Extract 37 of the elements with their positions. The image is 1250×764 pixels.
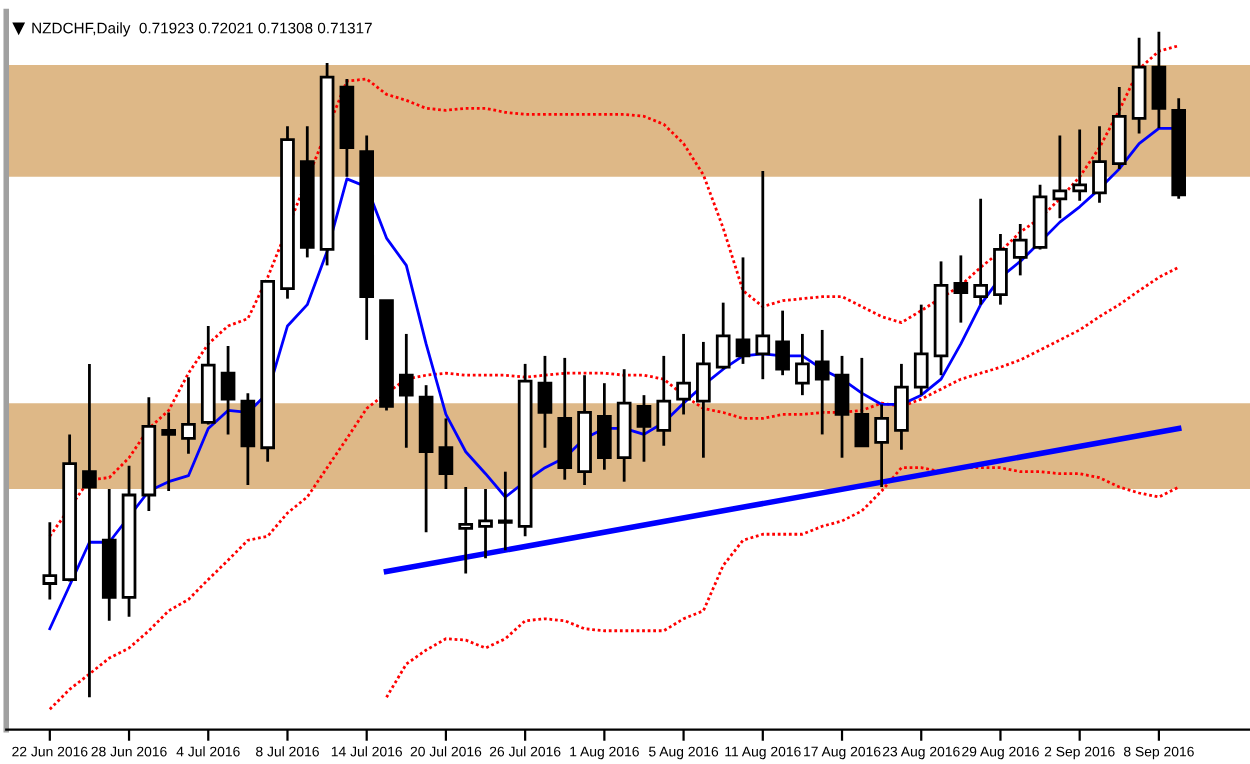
candlestick (973, 197, 988, 307)
candlestick (498, 470, 513, 552)
candlestick (220, 344, 236, 436)
candlestick (1012, 222, 1028, 277)
candlestick (775, 309, 790, 377)
candlestick (953, 254, 969, 325)
candlestick (438, 417, 454, 491)
candlestick (795, 332, 810, 397)
candlestick (458, 485, 474, 575)
candlestick (597, 381, 612, 472)
candlestick (913, 303, 929, 397)
candlestick (834, 354, 850, 460)
candlestick (42, 520, 58, 601)
candlestick (181, 375, 196, 456)
candlestick (814, 328, 830, 436)
candlestick (240, 391, 256, 487)
candlestick (82, 362, 97, 699)
candlestick (537, 354, 553, 450)
candlestick (755, 169, 771, 381)
candlestick (854, 356, 870, 448)
candlestick (715, 301, 731, 371)
candlestick (993, 232, 1008, 307)
candlestick (735, 256, 751, 366)
candlestick (656, 354, 672, 448)
candlestick (478, 487, 493, 560)
candlestick (894, 362, 909, 452)
candlestick (1052, 134, 1068, 220)
candlestick (636, 393, 652, 464)
candlestick (1111, 85, 1127, 171)
candlestick (676, 332, 691, 416)
candlestick (1072, 128, 1088, 203)
candlestick (398, 332, 414, 450)
candlestick (874, 403, 889, 489)
candlestick (1151, 30, 1167, 130)
candlestick (1092, 124, 1107, 205)
candlestick (696, 340, 711, 460)
candlestick (161, 411, 176, 493)
